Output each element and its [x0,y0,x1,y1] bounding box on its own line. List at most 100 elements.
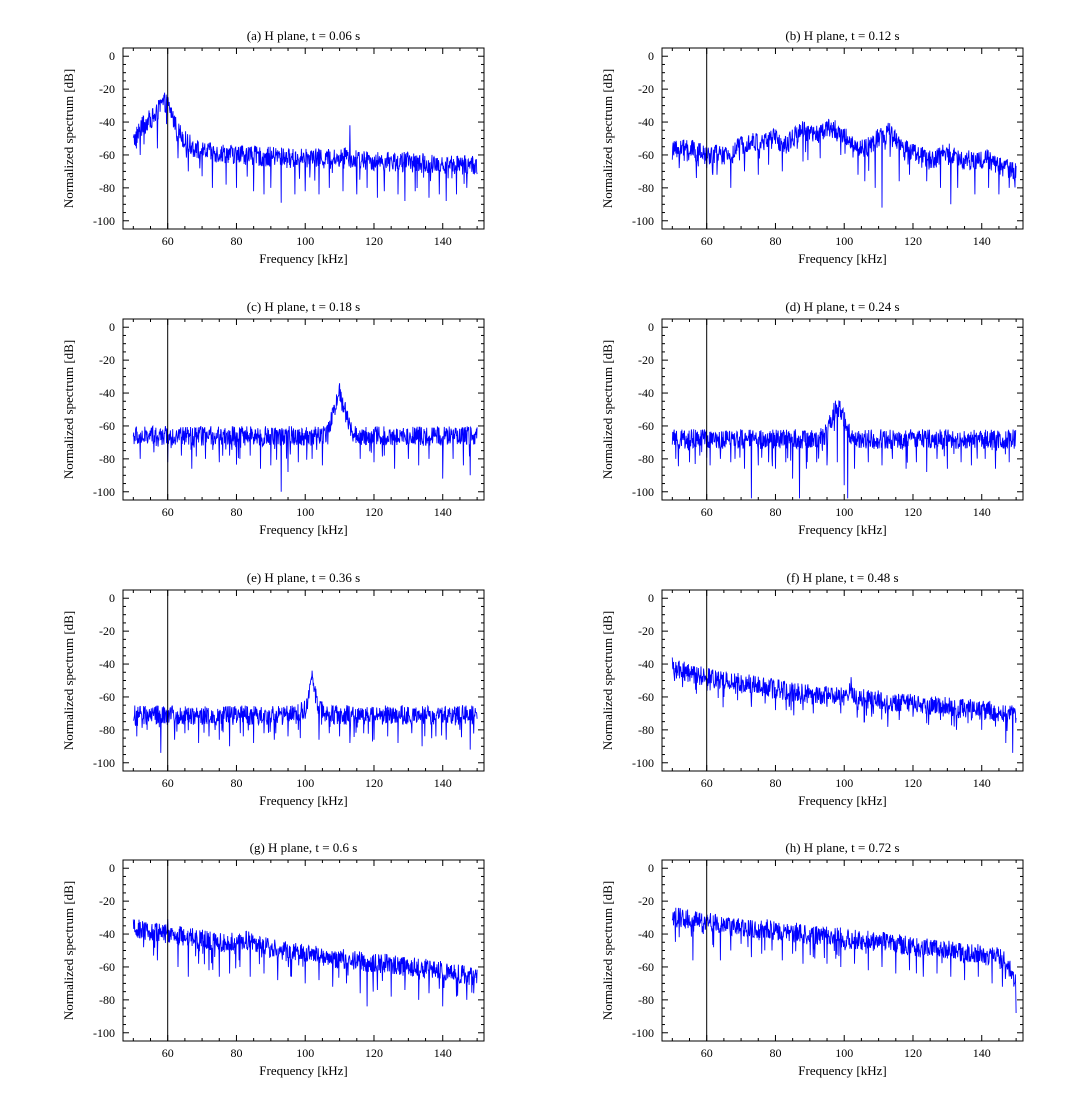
y-tick-label: -20 [638,624,654,638]
y-axis-label: Normalized spectrum [dB] [600,69,615,208]
y-tick-label: 0 [109,320,115,334]
y-axis-label: Normalized spectrum [dB] [61,340,76,479]
y-tick-label: -40 [638,115,654,129]
y-tick-label: -80 [99,181,115,195]
panel-f: (f) H plane, t = 0.48 s 0 -20 -40 -60 -80 -100… [600,570,1024,808]
x-tick-label: 100 [296,505,314,519]
y-tick-label: -100 [93,1026,115,1040]
panel-c: (c) H plane, t = 0.18 s 0 -20 -40 -60 -80 -100… [61,299,485,537]
x-tick-label: 60 [162,505,174,519]
y-tick-label: -80 [638,452,654,466]
x-tick-label: 140 [434,1046,452,1060]
x-tick-label: 80 [769,505,781,519]
y-tick-label: -80 [638,181,654,195]
y-tick-label: -80 [638,723,654,737]
x-tick-label: 120 [904,234,922,248]
y-tick-label: -60 [99,960,115,974]
y-tick-label: 0 [648,49,654,63]
spectrum-line [132,92,478,203]
y-axis-label: Normalized spectrum [dB] [600,881,615,1020]
x-tick-label: 100 [835,1046,853,1060]
x-tick-label: 120 [904,505,922,519]
spectrum-line [671,400,1017,499]
x-tick-label: 100 [296,234,314,248]
y-tick-label: -100 [632,1026,654,1040]
y-tick-label: -100 [93,214,115,228]
y-tick-label: 0 [109,591,115,605]
panel-title: (f) H plane, t = 0.48 s [786,570,898,585]
panel-g: (g) H plane, t = 0.6 s 0 -20 -40 -60 -80 -100 6… [61,840,485,1078]
y-tick-label: -100 [632,214,654,228]
y-tick-label: -40 [638,927,654,941]
y-axis-label: Normalized spectrum [dB] [600,340,615,479]
x-tick-label: 80 [230,776,242,790]
y-axis-label: Normalized spectrum [dB] [61,881,76,1020]
y-tick-label: 0 [109,861,115,875]
y-tick-label: -80 [638,993,654,1007]
x-tick-label: 100 [835,234,853,248]
y-tick-label: -40 [99,927,115,941]
y-tick-label: -100 [93,485,115,499]
y-tick-label: -20 [638,353,654,367]
spectrum-line [133,670,478,753]
x-tick-label: 60 [162,234,174,248]
panel-e: (e) H plane, t = 0.36 s 0 -20 -40 -60 -80 -100… [61,570,485,808]
y-tick-label: -20 [99,624,115,638]
x-tick-label: 140 [973,505,991,519]
y-axis-label: Normalized spectrum [dB] [600,611,615,750]
y-tick-label: -100 [93,756,115,770]
x-axis-label: Frequency [kHz] [798,793,886,808]
x-tick-label: 120 [365,234,383,248]
y-tick-label: 0 [648,591,654,605]
y-tick-label: -80 [99,993,115,1007]
y-tick-label: -20 [99,894,115,908]
x-tick-label: 60 [701,1046,713,1060]
x-tick-label: 140 [434,505,452,519]
spectrum-line [132,383,478,492]
spectrum-line [671,657,1017,753]
x-tick-label: 120 [365,505,383,519]
y-tick-label: -40 [99,657,115,671]
y-tick-label: -40 [638,386,654,400]
x-tick-label: 120 [365,1046,383,1060]
x-tick-label: 80 [230,505,242,519]
y-tick-label: -20 [99,353,115,367]
panel-title: (g) H plane, t = 0.6 s [250,840,358,855]
plot-frame [122,318,485,501]
x-tick-label: 80 [230,1046,242,1060]
y-axis-label: Normalized spectrum [dB] [61,611,76,750]
x-tick-label: 60 [701,505,713,519]
spectrum-line [132,919,478,1007]
x-axis-label: Frequency [kHz] [798,522,886,537]
y-tick-label: 0 [648,861,654,875]
y-tick-label: -40 [99,386,115,400]
spectrum-line [671,118,1017,208]
x-tick-label: 120 [904,1046,922,1060]
plot-frame [122,589,485,772]
x-tick-label: 80 [769,776,781,790]
x-tick-label: 100 [835,505,853,519]
panel-title: (b) H plane, t = 0.12 s [785,28,899,43]
panel-b: (b) H plane, t = 0.12 s 0 -20 -40 -60 -80 -100… [600,28,1024,266]
y-tick-label: -60 [638,960,654,974]
x-tick-label: 140 [434,234,452,248]
spectrum-line [671,907,1017,1014]
x-tick-label: 120 [365,776,383,790]
x-tick-label: 100 [835,776,853,790]
x-axis-label: Frequency [kHz] [259,1063,347,1078]
x-tick-label: 80 [769,234,781,248]
panel-title: (e) H plane, t = 0.36 s [247,570,360,585]
x-tick-label: 140 [434,776,452,790]
y-tick-label: -20 [99,82,115,96]
x-tick-label: 60 [162,1046,174,1060]
panel-d: (d) H plane, t = 0.24 s 0 -20 -40 -60 -80 -100… [600,299,1024,537]
y-tick-label: -80 [99,452,115,466]
x-tick-label: 60 [701,234,713,248]
x-axis-label: Frequency [kHz] [259,522,347,537]
panel-h: (h) H plane, t = 0.72 s 0 -20 -40 -60 -80 -100… [600,840,1024,1078]
x-axis-label: Frequency [kHz] [798,251,886,266]
y-tick-label: -100 [632,485,654,499]
y-tick-label: 0 [648,320,654,334]
y-tick-label: -60 [99,148,115,162]
